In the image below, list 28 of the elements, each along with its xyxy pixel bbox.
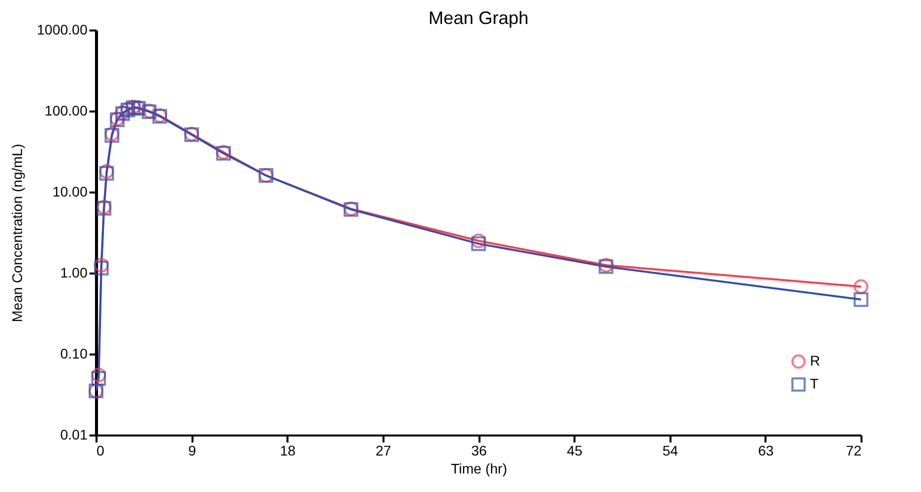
x-tick-label: 0 — [96, 442, 104, 458]
y-tick-label: 0.01 — [60, 426, 88, 442]
point — [94, 260, 109, 276]
legend-label: T — [810, 376, 819, 392]
y-tick-label: 1.00 — [60, 264, 88, 280]
y-tick-label: 1000.00 — [36, 22, 88, 38]
x-tick-label: 72 — [846, 442, 862, 458]
point — [854, 292, 868, 307]
x-axis-title: Time (hr) — [450, 460, 508, 476]
x-tick-label: 36 — [471, 442, 487, 458]
legend-label: R — [810, 352, 820, 368]
y-tick-label: 100.00 — [44, 102, 88, 118]
point — [471, 233, 486, 248]
point — [94, 258, 109, 272]
y-tick-label: 0.10 — [60, 346, 88, 362]
point — [471, 236, 486, 252]
y-tick-label: 10.00 — [52, 184, 88, 200]
x-tick-label: 45 — [566, 442, 583, 458]
chart-title: Mean Graph — [428, 8, 529, 28]
point — [854, 279, 868, 294]
x-tick-label: 9 — [188, 442, 196, 458]
y-axis-title: Mean Concentration (ng/mL) — [8, 144, 25, 322]
x-tick-label: 27 — [376, 442, 392, 458]
x-tick-label: 63 — [758, 442, 774, 458]
point — [91, 368, 106, 382]
x-tick-label: 54 — [662, 442, 678, 458]
x-tick-label: 18 — [280, 442, 296, 458]
point — [91, 371, 106, 386]
